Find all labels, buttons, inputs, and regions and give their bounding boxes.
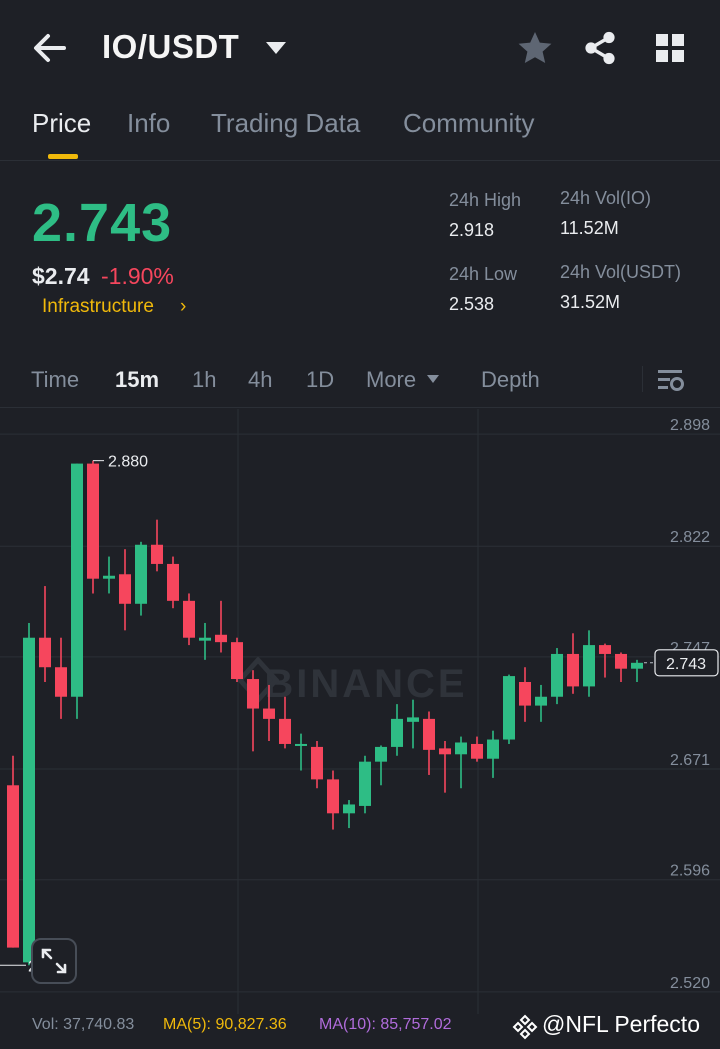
candle-body: [599, 645, 611, 654]
candle-body: [455, 742, 467, 755]
vol-quote-24h-label: 24h Vol(USDT): [560, 262, 682, 282]
candle-body: [503, 676, 515, 740]
candle-body: [551, 653, 563, 697]
candle-body: [439, 748, 451, 755]
candle-body: [279, 718, 291, 744]
trading-pair-title[interactable]: IO/USDT: [102, 28, 240, 65]
candle-body: [615, 653, 627, 669]
candle-body: [343, 804, 355, 814]
candle-body: [231, 642, 243, 680]
candle-body: [151, 544, 163, 564]
more-dropdown-caret-icon[interactable]: [426, 374, 440, 384]
candle-body: [391, 718, 403, 747]
candle-body: [71, 463, 83, 697]
candle-body: [567, 653, 579, 687]
candle-body: [39, 637, 51, 668]
back-arrow-icon[interactable]: [30, 30, 70, 66]
candle-body: [215, 634, 227, 643]
grid-menu-icon[interactable]: [652, 30, 688, 66]
timeframe-1h[interactable]: 1h: [192, 367, 217, 392]
timeframe-more[interactable]: More: [366, 367, 417, 392]
y-axis-tick-label: 2.520: [670, 975, 710, 992]
timeframe-time[interactable]: Time: [31, 367, 80, 392]
timeframe-4h[interactable]: 4h: [248, 367, 273, 392]
vol-base-24h-label: 24h Vol(IO): [560, 188, 652, 208]
binance-diamond-icon: [512, 1014, 538, 1040]
chart-settings-icon[interactable]: [656, 366, 686, 394]
timeframe-15m[interactable]: 15m: [115, 367, 160, 392]
y-axis-tick-label: 2.596: [670, 863, 710, 880]
candle-body: [535, 696, 547, 706]
tab-info[interactable]: Info: [127, 108, 171, 138]
candle-body: [359, 761, 371, 806]
price-change-percent: -1.90%: [101, 263, 174, 289]
pair-dropdown-caret-icon[interactable]: [264, 40, 288, 56]
candle-body: [311, 746, 323, 780]
candle-body: [135, 544, 147, 604]
vol-base-24h-value: 11.52M: [560, 218, 619, 238]
top-bar: IO/USDT: [0, 0, 720, 98]
candle-body: [7, 785, 19, 948]
candle-body: [471, 743, 483, 759]
candle-body: [519, 681, 531, 706]
y-axis-tick-label: 2.671: [670, 752, 710, 769]
candle-body: [87, 463, 99, 579]
timeframe-1d[interactable]: 1D: [306, 367, 335, 392]
y-axis-tick-label: 2.898: [670, 417, 710, 434]
ma10-value: MA(10): 85,757.02: [319, 1016, 452, 1033]
low-24h-label: 24h Low: [449, 264, 518, 284]
watermark-text: @NFL Perfecto: [542, 1011, 700, 1037]
candle-body: [327, 779, 339, 814]
low-24h-value: 2.538: [449, 294, 495, 314]
candle-body: [423, 718, 435, 750]
candle-body: [167, 563, 179, 601]
high-24h-value: 2.918: [449, 220, 495, 240]
candle-body: [247, 679, 259, 709]
tab-price[interactable]: Price: [32, 108, 92, 138]
candle-body: [55, 667, 67, 697]
chevron-right-icon[interactable]: ›: [180, 296, 187, 317]
section-tabs: Price Info Trading Data Community: [0, 98, 720, 161]
last-price: 2.743: [32, 193, 173, 253]
tab-community[interactable]: Community: [403, 108, 535, 138]
candle-body: [407, 717, 419, 722]
usd-price: $2.74: [32, 263, 90, 289]
max-price-label: 2.880: [108, 454, 148, 471]
ma5-value: MA(5): 90,827.36: [163, 1016, 287, 1033]
candle-body: [119, 574, 131, 604]
candle-body: [263, 708, 275, 719]
last-price-tag-label: 2.743: [666, 656, 706, 673]
expand-arrows-icon: [41, 948, 67, 974]
candlestick-chart[interactable]: 2.8982.8222.7472.6712.5962.520BINANCE2.8…: [0, 409, 720, 1014]
timeframe-depth[interactable]: Depth: [481, 367, 540, 392]
vol-quote-24h-value: 31.52M: [560, 292, 621, 312]
active-tab-indicator: [48, 154, 78, 159]
candle-body: [23, 637, 35, 963]
candle-body: [103, 575, 115, 579]
candle-body: [487, 739, 499, 759]
tab-trading-data[interactable]: Trading Data: [211, 108, 361, 138]
toolbar-divider: [642, 366, 643, 392]
y-axis-tick-label: 2.822: [670, 529, 710, 546]
candle-body: [199, 637, 211, 641]
candle-body: [583, 645, 595, 687]
last-price-tag-box: [654, 649, 719, 677]
volume-indicator-bar: Vol: 37,740.83 MA(5): 90,827.36 MA(10): …: [0, 1012, 720, 1049]
share-icon[interactable]: [582, 30, 618, 66]
candle-body: [631, 662, 643, 669]
binance-watermark-text: BINANCE: [264, 662, 467, 706]
candle-body: [375, 746, 387, 762]
sector-tag-link[interactable]: Infrastructure: [42, 296, 154, 317]
timeframe-bar: Time 15m 1h 4h 1D More Depth: [0, 350, 720, 408]
fullscreen-button[interactable]: [31, 938, 77, 984]
candle-body: [183, 600, 195, 638]
favorite-star-icon[interactable]: [516, 30, 554, 66]
high-24h-label: 24h High: [449, 190, 522, 210]
candle-body: [295, 743, 307, 746]
volume-value: Vol: 37,740.83: [32, 1016, 135, 1033]
